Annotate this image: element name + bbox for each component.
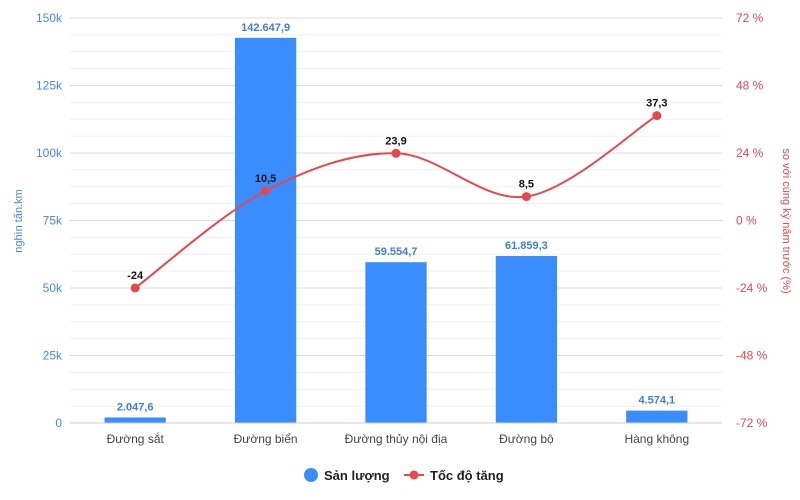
bar-data-label: 61.859,3 — [505, 240, 548, 252]
right-tick-label: 0 % — [736, 214, 757, 228]
bar-data-label: 142.647,9 — [241, 22, 290, 34]
legend-bar-swatch — [304, 468, 318, 482]
left-tick-label: 75k — [43, 214, 63, 228]
line-point-label: 10,5 — [255, 173, 276, 185]
right-tick-label: -48 % — [736, 349, 768, 363]
left-axis: 0 25k 50k 75k 100k 125k 150k — [36, 11, 63, 430]
bar-data-label: 2.047,6 — [117, 401, 154, 413]
right-axis: -72 % -48 % -24 % 0 % 24 % 48 % 72 % — [736, 11, 768, 430]
line-point-label: 23,9 — [385, 135, 406, 147]
bar-data-label: 4.574,1 — [638, 395, 675, 407]
line-point[interactable] — [130, 283, 140, 293]
x-tick-label: Hàng không — [624, 432, 689, 446]
line-point[interactable] — [261, 186, 271, 196]
left-tick-label: 125k — [36, 79, 63, 93]
bar[interactable] — [104, 417, 166, 423]
legend-line-swatch-dot — [409, 470, 419, 480]
right-tick-label: -24 % — [736, 281, 768, 295]
bar-series: 2.047,6 142.647,9 59.554,7 61.859,3 4.574,1 — [104, 22, 688, 423]
line-point[interactable] — [652, 111, 662, 121]
right-tick-label: -72 % — [736, 416, 768, 430]
line-point-label: 8,5 — [519, 179, 534, 191]
bar-data-label: 59.554,7 — [375, 246, 418, 258]
bar[interactable] — [495, 255, 558, 423]
bar[interactable] — [626, 410, 688, 423]
right-tick-label: 72 % — [736, 11, 764, 25]
x-tick-label: Đường thủy nội địa — [345, 432, 448, 446]
bar[interactable] — [365, 262, 427, 423]
line-point-label: 37,3 — [646, 98, 667, 110]
left-tick-label: 150k — [36, 11, 63, 25]
line-point[interactable] — [521, 192, 531, 202]
legend-line-label: Tốc độ tăng — [430, 468, 504, 483]
left-tick-label: 50k — [43, 281, 63, 295]
legend-bar-label: Sản lượng — [324, 468, 390, 483]
legend-item-line[interactable]: Tốc độ tăng — [404, 468, 504, 483]
left-tick-label: 25k — [43, 349, 63, 363]
x-tick-label: Đường biển — [234, 432, 298, 446]
left-tick-label: 0 — [55, 416, 62, 430]
right-tick-label: 24 % — [736, 146, 764, 160]
line-point[interactable] — [391, 148, 401, 158]
legend-item-bar[interactable]: Sản lượng — [304, 468, 390, 483]
left-axis-title: nghìn tấn.km — [13, 189, 25, 253]
x-axis: Đường sắt Đường biển Đường thủy nội địa Đườ… — [70, 422, 722, 446]
x-tick-label: Đường bộ — [499, 432, 554, 446]
left-tick-label: 100k — [36, 146, 63, 160]
x-tick-label: Đường sắt — [107, 431, 165, 446]
right-tick-label: 48 % — [736, 79, 764, 93]
line-point-label: -24 — [127, 270, 144, 282]
right-axis-title: so với cùng kỳ năm trước (%) — [780, 148, 792, 293]
bar[interactable] — [234, 37, 297, 423]
legend[interactable]: Sản lượng Tốc độ tăng — [304, 468, 504, 483]
line-series: -24 10,5 23,9 8,5 37,3 — [127, 98, 668, 293]
